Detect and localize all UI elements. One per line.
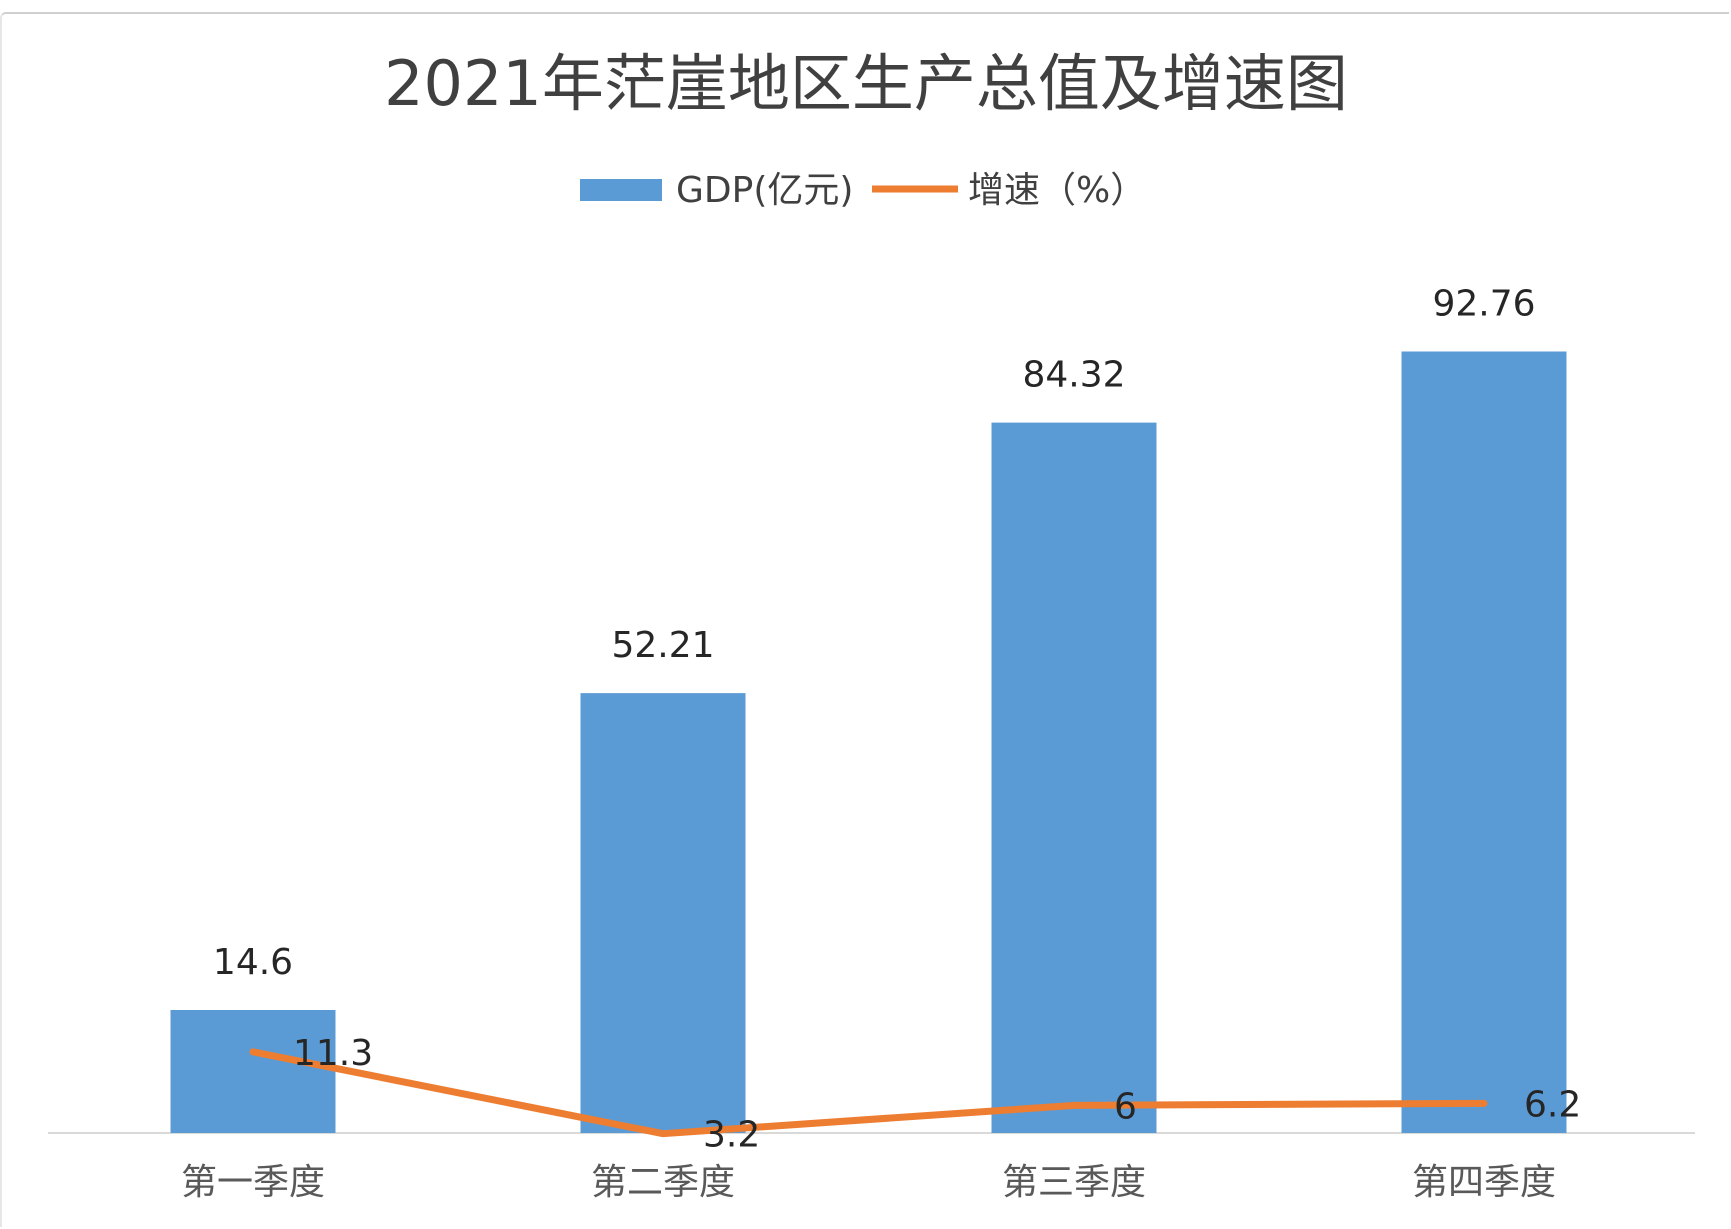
x-tick-label: 第三季度 [1002, 1162, 1146, 1203]
growth-value-label: 6.2 [1524, 1084, 1581, 1125]
x-tick-label: 第一季度 [181, 1162, 325, 1203]
gdp-bar [580, 693, 746, 1133]
chart-title: 2021年茫崖地区生产总值及增速图 [384, 47, 1348, 120]
x-tick-label: 第二季度 [591, 1162, 735, 1203]
x-tick-label: 第四季度 [1412, 1162, 1556, 1203]
growth-line-series: 11.3 3.2 6 6.2 [249, 1033, 1581, 1156]
chart-frame [0, 12, 1729, 1227]
gdp-bar-value-label: 14.6 [213, 942, 293, 983]
legend-gdp-swatch [580, 179, 662, 201]
legend-growth-label: 增速（%） [968, 170, 1146, 211]
growth-value-label: 6 [1114, 1086, 1137, 1127]
growth-value-label: 3.2 [703, 1115, 760, 1156]
gdp-bar-value-label: 52.21 [611, 625, 714, 666]
gdp-bar [170, 1009, 336, 1133]
growth-line [249, 1048, 1488, 1138]
growth-value-label: 11.3 [293, 1033, 373, 1074]
legend: GDP(亿元) 增速（%） [580, 170, 1146, 211]
gdp-bar [1401, 351, 1567, 1133]
legend-gdp-label: GDP(亿元) [676, 170, 853, 211]
gdp-bar-value-label: 92.76 [1432, 283, 1535, 324]
x-axis-ticks: 第一季度 第二季度 第三季度 第四季度 [181, 1162, 1556, 1203]
gdp-bar [991, 422, 1157, 1133]
gdp-bar-value-label: 84.32 [1022, 355, 1125, 396]
gdp-bar-labels: 14.6 52.21 84.32 92.76 [213, 283, 1536, 982]
gdp-bars [170, 351, 1567, 1133]
